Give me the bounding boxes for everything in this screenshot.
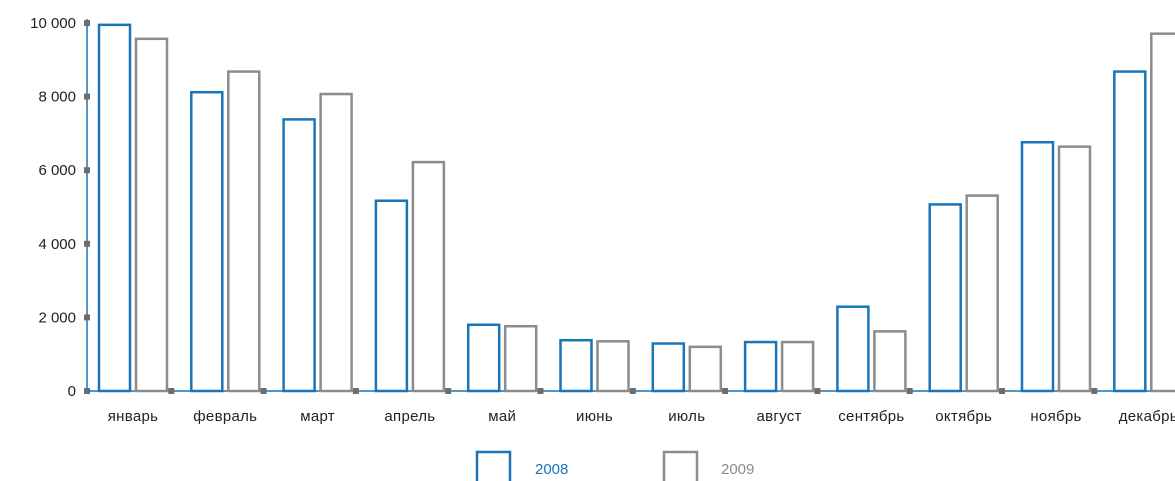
x-tick-label: ноябрь (1030, 408, 1081, 425)
x-separator-marker (537, 388, 544, 394)
bar-2008-июль (651, 342, 686, 393)
bar-2008-апрель (374, 199, 409, 393)
x-tick-label: март (300, 408, 335, 425)
bar-2009-ноябрь (1057, 145, 1092, 393)
legend-label-2009: 2009 (721, 461, 754, 478)
bar-2009-август (780, 340, 815, 393)
bar-2008-февраль (190, 90, 224, 393)
x-tick-label: май (488, 408, 516, 425)
x-separator-marker (999, 388, 1005, 394)
bar-2008-октябрь (928, 203, 962, 393)
x-separator-marker (352, 388, 359, 394)
x-tick-label: октябрь (935, 408, 992, 425)
y-tick-label: 2 000 (38, 309, 76, 326)
y-tick-label: 4 000 (38, 236, 76, 253)
bar-2008-май (466, 323, 501, 393)
bar-2009-сентябрь (873, 330, 907, 393)
bar-2008-июнь (559, 338, 593, 393)
bar-2009-май (503, 324, 538, 393)
y-tick-label: 6 000 (38, 162, 76, 179)
bar-2009-март (319, 92, 353, 393)
x-tick-label: сентябрь (838, 408, 904, 425)
y-axis: 0 2 000 4 000 6 000 8 000 10 000 (30, 15, 90, 400)
y-tick-marker (84, 240, 90, 247)
bar-2008-март (282, 118, 316, 393)
bar-2008-декабрь (1113, 70, 1147, 393)
bar-2009-декабрь (1150, 32, 1175, 393)
bar-2008-ноябрь (1020, 140, 1055, 393)
y-tick-label: 10 000 (30, 15, 76, 32)
y-tick-marker (84, 93, 90, 100)
legend: 2008 2009 (475, 450, 754, 481)
x-separator-marker (168, 388, 175, 394)
x-tick-label: август (756, 408, 801, 425)
bar-2008-январь (97, 23, 132, 393)
x-tick-label: июнь (576, 408, 613, 425)
x-separator-marker (260, 388, 267, 394)
y-tick-label: 8 000 (38, 89, 76, 106)
bar-2009-июнь (596, 340, 630, 393)
bar-2009-январь (134, 37, 169, 393)
y-tick-marker (84, 167, 90, 174)
x-separator-marker (1091, 388, 1098, 394)
y-tick-marker (84, 314, 90, 321)
bar-2009-июль (688, 345, 723, 393)
x-tick-label: апрель (384, 408, 435, 425)
x-tick-label: декабрь (1119, 408, 1175, 425)
bar-2008-август (743, 340, 778, 393)
x-tick-label: июль (668, 408, 705, 425)
x-separator-marker (906, 388, 913, 394)
x-separator-marker (814, 388, 821, 394)
y-tick-marker (84, 20, 90, 26)
x-separator-marker (445, 388, 452, 394)
y-tick-label: 0 (68, 383, 76, 400)
x-separator-marker (722, 388, 729, 394)
x-tick-label: январь (108, 408, 159, 425)
bars (97, 23, 1175, 393)
legend-label-2008: 2008 (535, 461, 568, 478)
x-separator-marker (629, 388, 636, 394)
legend-swatch-2009 (662, 450, 699, 481)
bar-2009-февраль (227, 70, 261, 393)
bar-2008-сентябрь (836, 305, 870, 393)
legend-swatch-2008 (475, 450, 512, 481)
x-axis: январь февраль март апрель май июнь июль август… (87, 388, 1175, 425)
bar-2009-апрель (411, 160, 446, 393)
x-tick-label: февраль (193, 408, 257, 425)
bar-2009-октябрь (965, 194, 999, 393)
